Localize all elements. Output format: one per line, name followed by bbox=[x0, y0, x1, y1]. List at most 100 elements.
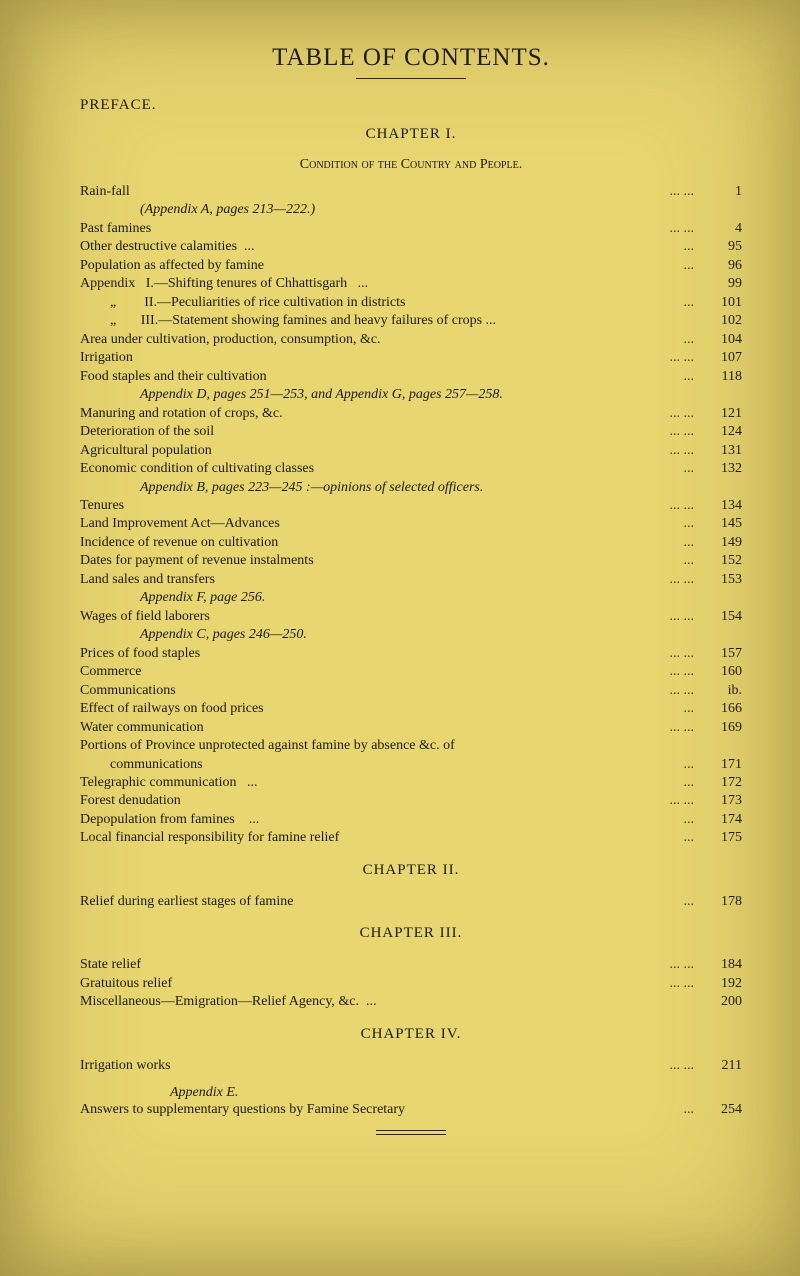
toc-label: Appendix C, pages 246—250. bbox=[80, 626, 686, 644]
toc-row: (Appendix A, pages 213—222.) bbox=[80, 201, 742, 219]
toc-label: Relief during earliest stages of famine bbox=[80, 893, 676, 911]
toc-label: Depopulation from famines ... bbox=[80, 811, 676, 829]
toc-page: 152 bbox=[702, 552, 742, 570]
chapter-1-subhead: Condition of the Country and People. bbox=[80, 157, 742, 173]
toc-label: Forest denudation bbox=[80, 792, 662, 810]
toc-row: Population as affected by famine...96 bbox=[80, 257, 742, 275]
toc-label: Food staples and their cultivation bbox=[80, 368, 676, 386]
toc-row: Area under cultivation, production, cons… bbox=[80, 331, 742, 349]
toc-dots: ... ... bbox=[662, 405, 703, 423]
toc-row: Appendix C, pages 246—250. bbox=[80, 626, 742, 644]
toc-dots: ... bbox=[676, 811, 703, 829]
toc-row: Appendix D, pages 251—253, and Appendix … bbox=[80, 386, 742, 404]
toc-row: Incidence of revenue on cultivation...14… bbox=[80, 534, 742, 552]
toc-label: Prices of food staples bbox=[80, 645, 662, 663]
toc-label: Commerce bbox=[80, 663, 662, 681]
toc-page: 95 bbox=[702, 238, 742, 256]
toc-dots: ... bbox=[676, 257, 703, 275]
toc-label: Communications bbox=[80, 682, 662, 700]
toc-page: 200 bbox=[702, 993, 742, 1011]
toc-row: Gratuitous relief... ...192 bbox=[80, 975, 742, 993]
toc-dots: ... bbox=[676, 294, 703, 312]
toc-row: „ III.—Statement showing famines and hea… bbox=[80, 312, 742, 330]
toc-page: 172 bbox=[702, 774, 742, 792]
toc-row: Water communication... ...169 bbox=[80, 719, 742, 737]
toc-label: Appendix B, pages 223—245 :—opinions of … bbox=[80, 479, 686, 497]
toc-label: Water communication bbox=[80, 719, 662, 737]
preface-heading: PREFACE. bbox=[80, 97, 742, 114]
toc-dots: ... bbox=[676, 700, 703, 718]
toc-row: Irrigation... ...107 bbox=[80, 349, 742, 367]
toc-row: Miscellaneous—Emigration—Relief Agency, … bbox=[80, 993, 742, 1011]
toc-row: Commerce... ...160 bbox=[80, 663, 742, 681]
toc-row: Relief during earliest stages of famine.… bbox=[80, 893, 742, 911]
chapter-4-title: CHAPTER IV. bbox=[80, 1026, 742, 1043]
toc-label: Local financial responsibility for famin… bbox=[80, 829, 676, 847]
toc-dots: ... bbox=[676, 368, 703, 386]
toc-label: Answers to supplementary questions by Fa… bbox=[80, 1101, 676, 1119]
toc-page: 171 bbox=[702, 756, 742, 774]
toc-dots: ... ... bbox=[662, 792, 703, 810]
toc-label: Effect of railways on food prices bbox=[80, 700, 676, 718]
toc-page: 99 bbox=[702, 275, 742, 293]
toc-page: 254 bbox=[702, 1101, 742, 1119]
chapter-3-rows: State relief... ...184Gratuitous relief.… bbox=[80, 956, 742, 1011]
toc-label: communications bbox=[80, 756, 676, 774]
toc-dots: ... ... bbox=[662, 719, 703, 737]
toc-label: Dates for payment of revenue instalments bbox=[80, 552, 676, 570]
toc-row: Past famines... ...4 bbox=[80, 220, 742, 238]
toc-row: Prices of food staples... ...157 bbox=[80, 645, 742, 663]
toc-page: 124 bbox=[702, 423, 742, 441]
toc-label: Deterioration of the soil bbox=[80, 423, 662, 441]
toc-page: 145 bbox=[702, 515, 742, 533]
toc-page: 4 bbox=[702, 220, 742, 238]
toc-dots: ... ... bbox=[662, 1057, 703, 1075]
toc-label: Land Improvement Act—Advances bbox=[80, 515, 676, 533]
toc-dots: ... ... bbox=[662, 645, 703, 663]
toc-label: State relief bbox=[80, 956, 662, 974]
toc-label: „ II.—Peculiarities of rice cultivation … bbox=[80, 294, 676, 312]
toc-page: 102 bbox=[702, 312, 742, 330]
toc-row: Tenures... ...134 bbox=[80, 497, 742, 515]
chapter-2-title: CHAPTER II. bbox=[80, 862, 742, 879]
toc-page: 211 bbox=[702, 1057, 742, 1075]
toc-page: 160 bbox=[702, 663, 742, 681]
toc-label: Wages of field laborers bbox=[80, 608, 662, 626]
toc-row: Manuring and rotation of crops, &c.... .… bbox=[80, 405, 742, 423]
toc-row: Appendix I.—Shifting tenures of Chhattis… bbox=[80, 275, 742, 293]
toc-dots: ... ... bbox=[662, 682, 703, 700]
toc-label: Miscellaneous—Emigration—Relief Agency, … bbox=[80, 993, 686, 1011]
title-rule bbox=[356, 78, 466, 79]
toc-dots: ... bbox=[676, 756, 703, 774]
toc-row: Portions of Province unprotected against… bbox=[80, 737, 742, 755]
toc-row: Forest denudation... ...173 bbox=[80, 792, 742, 810]
toc-page: 169 bbox=[702, 719, 742, 737]
toc-page: 166 bbox=[702, 700, 742, 718]
chapter-4-rows: Irrigation works... ...211 bbox=[80, 1057, 742, 1075]
toc-dots: ... ... bbox=[662, 497, 703, 515]
toc-label: (Appendix A, pages 213—222.) bbox=[80, 201, 686, 219]
toc-dots: ... ... bbox=[662, 975, 703, 993]
toc-page: 121 bbox=[702, 405, 742, 423]
toc-label: Irrigation bbox=[80, 349, 662, 367]
toc-page: ib. bbox=[702, 682, 742, 700]
toc-dots: ... bbox=[676, 552, 703, 570]
main-title: TABLE OF CONTENTS. bbox=[80, 44, 742, 72]
toc-page: 132 bbox=[702, 460, 742, 478]
toc-dots: ... bbox=[676, 893, 703, 911]
toc-label: Past famines bbox=[80, 220, 662, 238]
toc-page: 174 bbox=[702, 811, 742, 829]
toc-row: Deterioration of the soil... ...124 bbox=[80, 423, 742, 441]
toc-dots: ... bbox=[676, 829, 703, 847]
chapter-1-title: CHAPTER I. bbox=[80, 126, 742, 143]
toc-label: Population as affected by famine bbox=[80, 257, 676, 275]
toc-dots: ... ... bbox=[662, 442, 703, 460]
toc-row: Communications... ...ib. bbox=[80, 682, 742, 700]
toc-label: Tenures bbox=[80, 497, 662, 515]
toc-page: 1 bbox=[702, 183, 742, 201]
toc-row: Depopulation from famines ......174 bbox=[80, 811, 742, 829]
toc-label: Area under cultivation, production, cons… bbox=[80, 331, 676, 349]
toc-dots: ... bbox=[676, 1101, 703, 1119]
toc-row: Food staples and their cultivation...118 bbox=[80, 368, 742, 386]
toc-dots: ... bbox=[676, 515, 703, 533]
